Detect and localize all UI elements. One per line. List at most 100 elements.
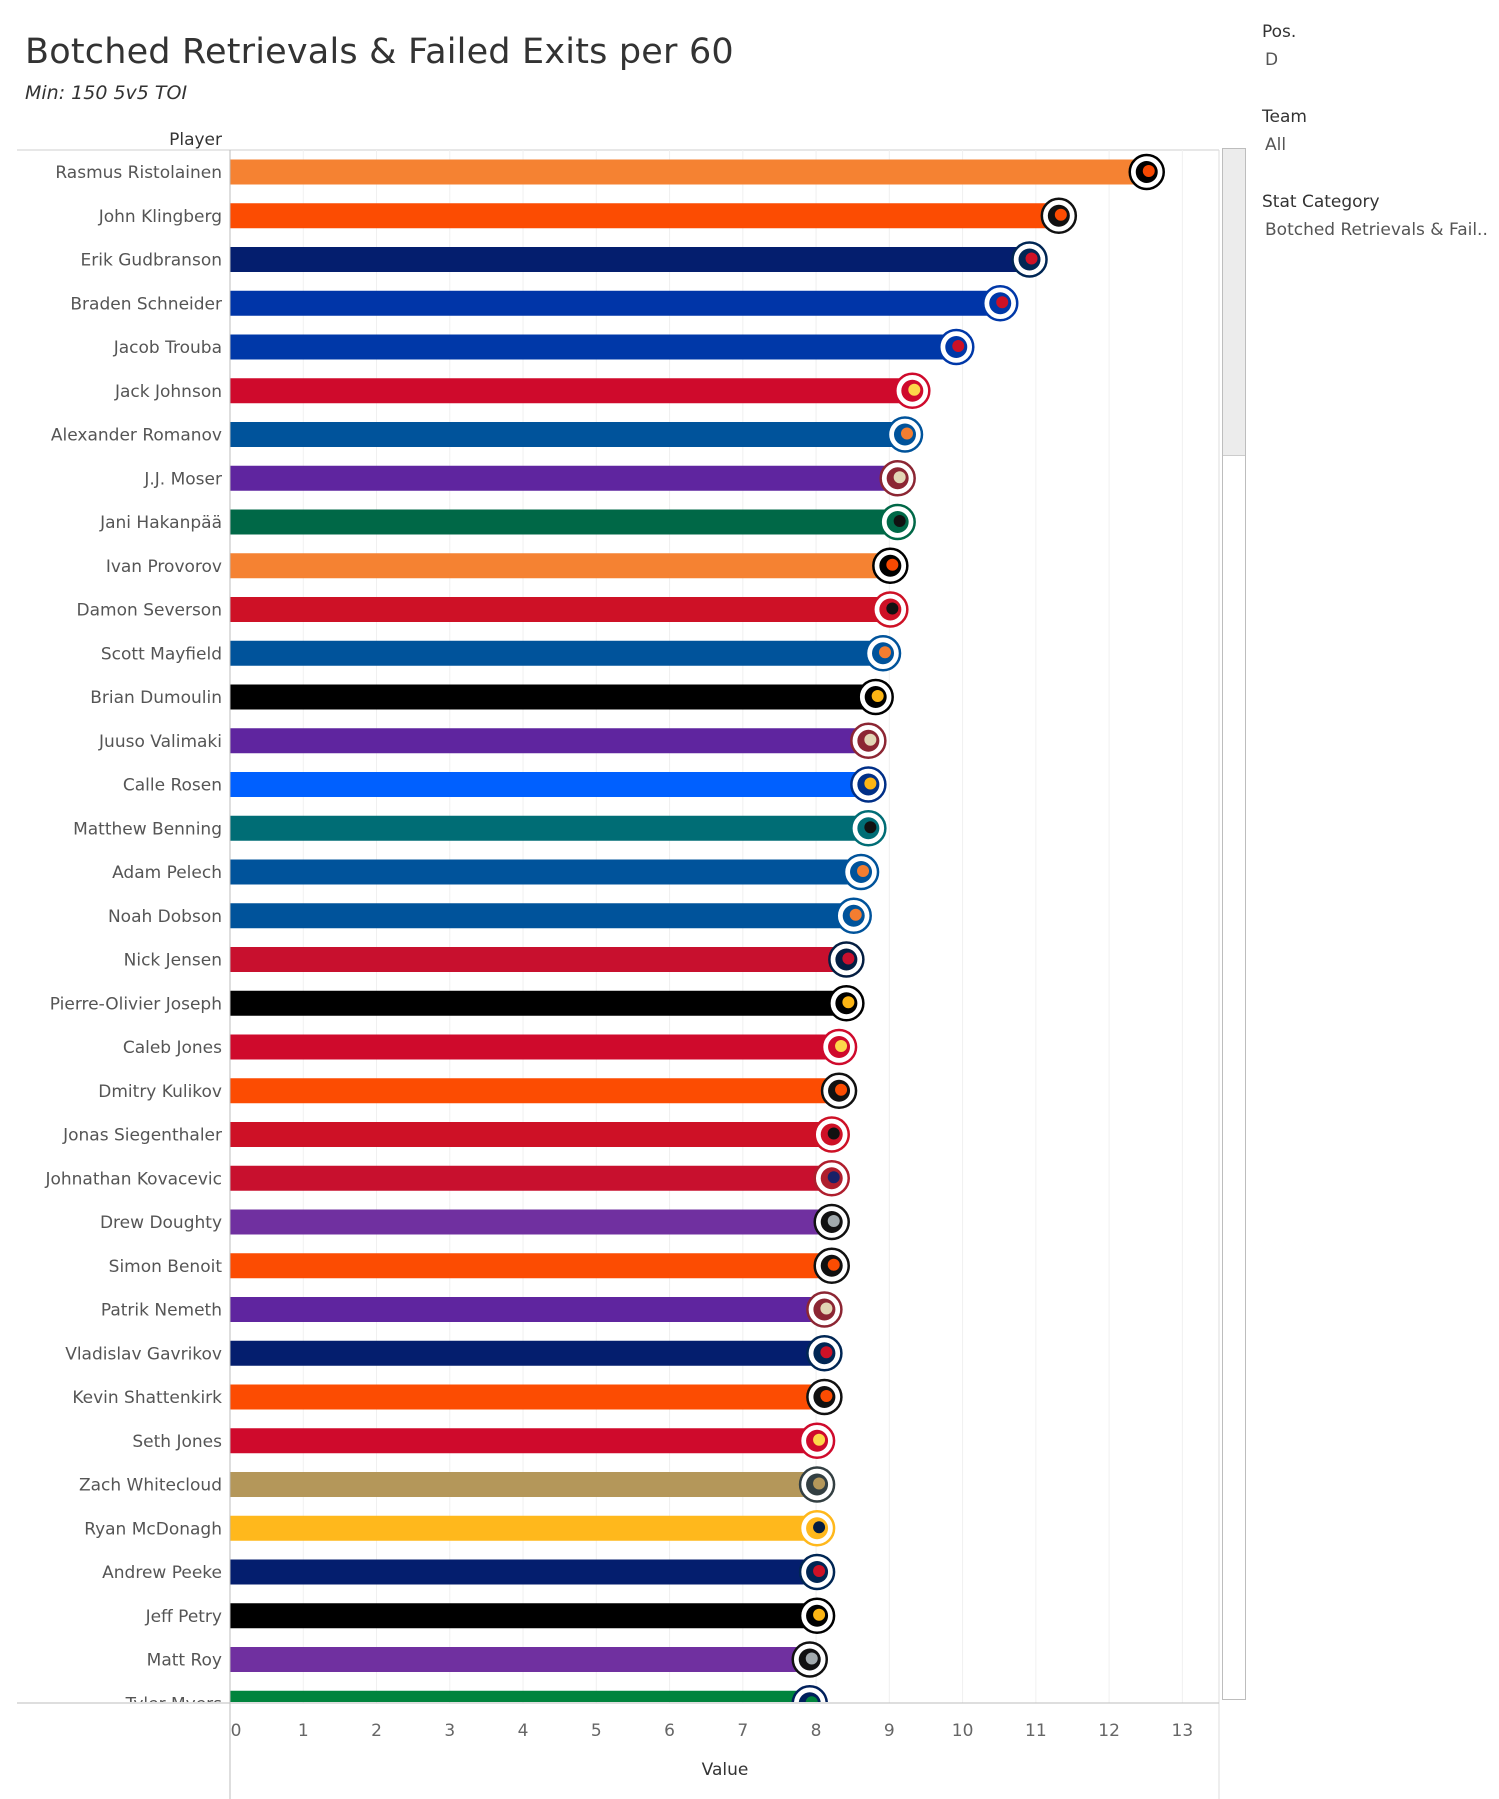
team-logo-icon [850,810,887,847]
team-logo-icon [850,766,887,803]
filter-position-value[interactable]: D [1265,50,1279,70]
player-label: J.J. Moser [143,469,222,489]
x-tick-label: 6 [664,1721,675,1741]
player-labels: Rasmus Ristolainen John Klingberg Erik Gud… [44,163,223,1714]
bar[interactable] [230,290,1000,316]
player-label: Erik Gudbranson [81,251,222,271]
bar[interactable] [230,640,883,666]
team-logo-icon [806,1291,843,1328]
filter-team[interactable]: Team All [1262,107,1492,155]
filter-stat-category-value[interactable]: Botched Retrievals & Fail.. [1265,220,1488,240]
bar[interactable] [230,1078,839,1104]
filter-stat-category[interactable]: Stat Category Botched Retrievals & Fail.… [1262,192,1492,240]
bar[interactable] [230,859,861,885]
player-label: Adam Pelech [112,863,222,883]
team-logo-icon [1128,153,1165,191]
bar[interactable] [230,1034,839,1060]
chart-title: Botched Retrievals & Failed Exits per 60 [25,32,734,72]
bar[interactable] [230,1690,809,1716]
bar[interactable] [230,1559,817,1585]
team-logo-icon [813,1116,850,1153]
player-label: John Klingberg [98,207,222,227]
bar[interactable] [230,1122,831,1147]
bar[interactable] [230,947,846,972]
bar[interactable] [230,990,846,1016]
team-logo-icon [938,328,975,366]
team-logo-icon [879,460,916,497]
bar[interactable] [230,334,956,360]
bar[interactable] [230,1253,831,1279]
player-label: Calle Rosen [123,776,222,796]
x-tick-label: 1 [298,1721,309,1741]
scrollbar-thumb[interactable] [1223,149,1245,456]
team-logo-icon [798,1510,836,1547]
team-logo-icon [828,985,865,1022]
bar[interactable] [230,1603,817,1629]
player-label: Vladislav Gavrikov [65,1344,222,1364]
team-logo-icon [1040,197,1078,234]
bar[interactable] [230,1297,824,1322]
bar[interactable] [230,553,890,579]
filter-position[interactable]: Pos. D [1262,22,1492,70]
team-logo-icon [894,372,931,409]
team-logo-icon [842,853,880,891]
bar[interactable] [230,684,875,710]
bar[interactable] [230,159,1146,185]
player-label: Damon Severson [77,601,222,621]
player-label: Matthew Benning [73,819,222,839]
team-logo-icon [820,1028,858,1066]
x-tick-label: 9 [884,1721,895,1741]
player-label: Tyler Myers [125,1694,223,1714]
bar[interactable] [230,422,904,447]
player-label: Scott Mayfield [101,644,222,664]
team-logos [791,153,1165,1702]
x-tick-label: 5 [591,1721,602,1741]
bar[interactable] [230,772,868,797]
bar[interactable] [230,378,912,404]
bar[interactable] [230,815,868,841]
player-label: Ryan McDonagh [84,1519,222,1539]
filter-team-value[interactable]: All [1265,135,1287,155]
bar[interactable] [230,903,853,929]
team-logo-icon [872,591,909,628]
chart-scrollbar[interactable] [1222,148,1246,1700]
bar[interactable] [230,1647,809,1672]
player-label: Caleb Jones [123,1038,222,1058]
bar[interactable] [230,509,897,535]
team-logo-icon [791,1685,828,1702]
bar[interactable] [230,1340,824,1366]
filter-position-label: Pos. [1262,22,1297,42]
player-label: Brian Dumoulin [90,688,222,708]
bar[interactable] [230,247,1029,272]
x-tick-label: 2 [371,1721,382,1741]
bar[interactable] [230,1515,817,1541]
bar[interactable] [230,1428,817,1454]
team-logo-icon [872,547,909,584]
player-label: Simon Benoit [109,1257,223,1277]
team-logo-icon [886,416,924,453]
bar[interactable] [230,203,1058,229]
chart-subtitle: Min: 150 5v5 TOI [25,82,188,104]
team-logo-icon [864,635,902,672]
team-logo-icon [798,1597,836,1634]
team-logo-icon [828,941,865,978]
bar[interactable] [230,728,868,754]
team-logo-icon [835,897,872,934]
bar[interactable] [230,1472,817,1497]
bar[interactable] [230,465,897,491]
player-label: Drew Doughty [100,1213,222,1233]
player-label: Andrew Peeke [102,1563,222,1583]
player-label: Matt Roy [147,1651,222,1671]
bar[interactable] [230,1209,831,1235]
bar[interactable] [230,1384,824,1410]
bar[interactable] [230,1165,831,1191]
filter-team-label: Team [1262,107,1307,127]
x-tick-label: 13 [1172,1721,1194,1741]
bar[interactable] [230,597,890,622]
player-label: Alexander Romanov [51,426,222,446]
player-label: Rasmus Ristolainen [55,163,222,183]
player-label: Dmitry Kulikov [98,1082,222,1102]
player-label: Braden Schneider [70,294,222,314]
player-label: Noah Dobson [108,907,222,927]
